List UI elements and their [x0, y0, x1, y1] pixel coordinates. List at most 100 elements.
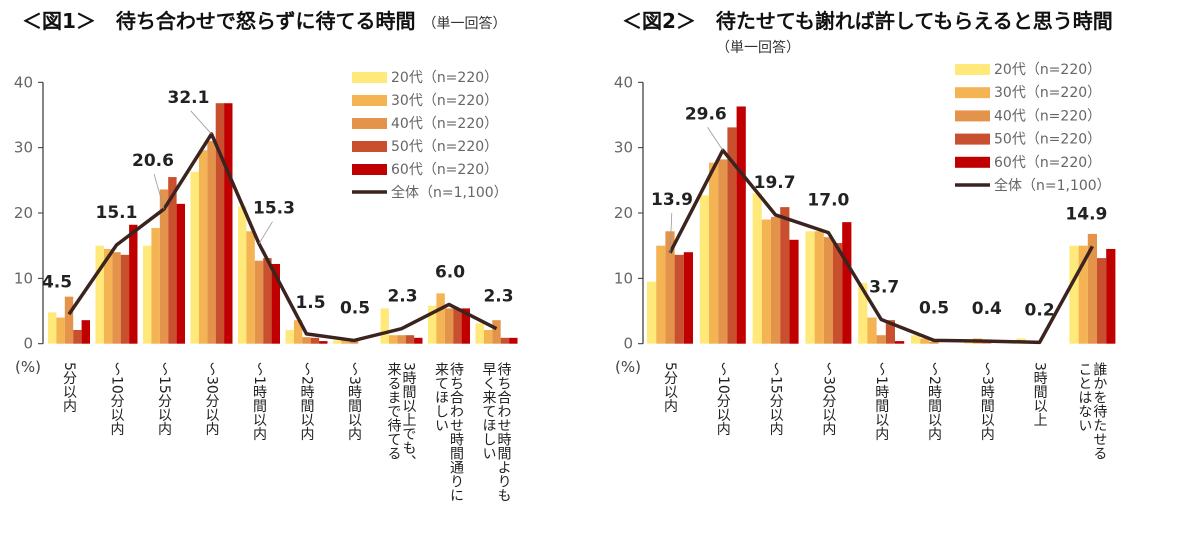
bar-2-5 [867, 317, 877, 344]
legend-label: 30代（n=220） [391, 93, 498, 109]
y-tick-label: 30 [14, 139, 33, 157]
x-category-label: 〜10分以内 [109, 362, 125, 437]
legend-swatch [955, 110, 990, 122]
legend-label: 50代（n=220） [391, 139, 498, 155]
data-label: 15.3 [253, 199, 295, 219]
x-category-label: 〜15分以内 [768, 362, 784, 437]
x-category-label: 5分以内 [61, 362, 77, 414]
legend-label: 全体（n=1,100） [391, 184, 508, 201]
legend-label: 60代（n=220） [994, 155, 1101, 171]
bar-5-5 [895, 341, 905, 344]
bar-2-1 [56, 317, 65, 344]
x-category-label: 〜3時間以内 [979, 362, 995, 442]
bar-3-2 [718, 159, 728, 344]
bar-4-10 [500, 337, 510, 344]
bar-2-2 [709, 162, 719, 344]
leader-line [258, 221, 273, 244]
legend-swatch [352, 95, 387, 106]
leader-line [707, 127, 724, 151]
y-unit-label: (%) [615, 358, 641, 376]
legend-swatch [352, 141, 387, 152]
data-label: 2.3 [483, 287, 513, 307]
chart2: 0 10 20 30 40 (%) 13.9 29.6 19.7 17.0 3.7 0.5 0.4 0.2… [614, 62, 1116, 460]
bar-2-4 [814, 231, 824, 344]
bar-4-3 [168, 177, 177, 344]
bar-3-8 [397, 335, 406, 344]
bar-3-1 [64, 296, 74, 344]
bar-4-4 [215, 103, 225, 344]
legend-label: 60代（n=220） [391, 162, 498, 178]
legend-swatch [955, 156, 990, 168]
bar-5-8 [414, 337, 423, 344]
bar-1-9 [428, 305, 437, 344]
y-tick-label: 40 [14, 73, 33, 91]
bar-4-5 [263, 258, 272, 344]
bar-3-4 [823, 237, 833, 344]
x-category-label: 3時間以上 [1032, 362, 1048, 427]
bar-4-9 [1097, 258, 1107, 344]
bar-4-4 [833, 243, 843, 344]
bar-3-3 [159, 189, 169, 344]
bar-3-6 [302, 337, 311, 344]
data-label: 3.7 [869, 278, 899, 298]
data-label: 6.0 [435, 262, 465, 282]
x-category-label: 来るまで待てる [386, 362, 402, 460]
bar-1-4 [190, 171, 199, 344]
bar-2-4 [198, 150, 208, 344]
bar-5-2 [736, 106, 746, 344]
x-category-label: 〜2時間以内 [926, 362, 942, 442]
bar-5-5 [271, 263, 280, 344]
data-label: 2.3 [387, 287, 417, 307]
y-tick-label: 20 [614, 204, 633, 222]
bar-5-4 [842, 222, 852, 344]
legend-swatch [955, 64, 990, 75]
legend-label: 20代（n=220） [994, 62, 1101, 78]
x-category-label: ことはない [1076, 362, 1092, 432]
bar-2-10 [483, 329, 493, 344]
bar-3-1 [665, 231, 675, 344]
bar-1-2 [699, 195, 709, 344]
bar-5-3 [789, 239, 799, 344]
chart2-subtitle: （単一回答） [716, 40, 800, 56]
bar-5-6 [319, 341, 328, 344]
x-category-label: 〜30分以内 [820, 362, 836, 437]
legend-swatch [352, 72, 387, 83]
leader-line [190, 110, 212, 135]
bar-1-6 [285, 329, 294, 344]
bar-2-1 [656, 245, 666, 344]
bar-1-5 [238, 206, 247, 344]
bar-2-9 [1078, 245, 1088, 344]
chart2-title: ＜図2＞ 待たせても謝れば許してもらえると思う時間 [622, 9, 1113, 33]
bar-1-2 [95, 245, 104, 344]
bar-2-3 [761, 219, 771, 344]
legend-label: 40代（n=220） [391, 116, 498, 132]
bar-1-8 [380, 308, 389, 344]
x-category-label: 待ち合わせ時間通りに [448, 362, 464, 502]
bar-3-9 [1087, 233, 1097, 344]
bar-4-2 [727, 127, 737, 344]
y-tick-label: 30 [614, 139, 633, 157]
bar-2-2 [103, 248, 113, 344]
y-tick-label: 10 [14, 269, 33, 287]
data-label: 17.0 [807, 191, 849, 211]
data-label: 20.6 [132, 151, 174, 171]
y-tick-label: 20 [14, 204, 33, 222]
x-category-label: 〜2時間以内 [299, 362, 315, 442]
bar-3-6 [929, 341, 939, 344]
bar-5-1 [81, 320, 90, 344]
bar-3-5 [876, 335, 886, 344]
legend-swatch [955, 87, 990, 99]
data-label: 14.9 [1065, 204, 1107, 224]
bar-3-3 [771, 216, 781, 344]
bar-3-4 [207, 141, 216, 344]
bar-4-5 [885, 320, 895, 344]
x-category-label: 3時間以上でも、 [401, 362, 417, 469]
bar-5-3 [176, 203, 185, 344]
bar-2-7 [341, 340, 350, 344]
legend-label: 40代（n=220） [994, 108, 1101, 124]
bar-4-8 [405, 335, 415, 344]
bar-5-2 [129, 224, 138, 344]
legend-swatch [955, 133, 990, 145]
x-category-label: 早く来てほしい [481, 362, 497, 460]
